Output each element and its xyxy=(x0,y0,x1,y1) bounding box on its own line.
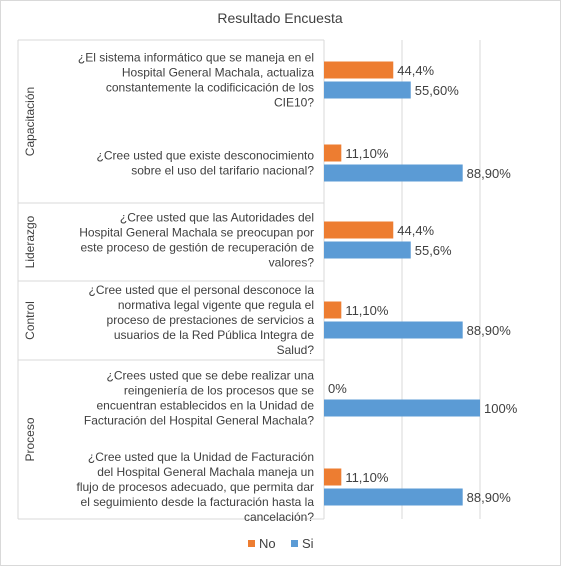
data-label-si-5: 88,90% xyxy=(467,490,512,505)
category-label-4: ¿Crees usted que se debe realizar una rei… xyxy=(84,369,314,428)
legend-swatch-si xyxy=(291,540,298,547)
data-label-no-1: 11,10% xyxy=(345,146,389,161)
category-label-5: ¿Cree usted que la Unidad de Facturación… xyxy=(77,450,315,524)
data-label-no-2: 44,4% xyxy=(397,223,434,238)
legend-label-no: No xyxy=(259,536,276,551)
category-label-line: usuarios de la Red Pública Integra de xyxy=(114,328,314,342)
category-label-line: ¿El sistema informático que se maneja en… xyxy=(78,51,314,65)
data-label-no-4: 0% xyxy=(328,381,347,396)
category-label-line: ¿Cree usted que la Unidad de Facturación xyxy=(88,450,314,464)
category-label-line: ¿Cree usted que existe desconocimiento xyxy=(97,149,315,163)
bar-si-5 xyxy=(324,488,463,506)
category-label-line: ¿Cree usted que las Autoridades del xyxy=(120,211,314,225)
category-label-line: cancelación? xyxy=(244,510,314,524)
group-label-liderazgo: Liderazgo xyxy=(23,215,37,268)
category-label-3: ¿Cree usted que el personal desconoce la… xyxy=(89,283,315,357)
category-label-1: ¿Cree usted que existe desconocimiento so… xyxy=(97,149,315,178)
data-label-no-0: 44,4% xyxy=(397,63,434,78)
category-label-line: valores? xyxy=(269,256,315,270)
category-label-line: del Hospital General Machala maneja un xyxy=(97,465,314,479)
data-label-si-1: 88,90% xyxy=(467,166,512,181)
category-label-2: ¿Cree usted que las Autoridades del Hospi… xyxy=(79,211,314,270)
bar-no-0 xyxy=(324,61,394,79)
legend-label-si: Si xyxy=(302,536,314,551)
category-label-line: reingeniería de los procesos que se xyxy=(124,384,314,398)
bar-no-5 xyxy=(324,468,342,486)
data-label-si-2: 55,6% xyxy=(415,243,452,258)
category-label-0: ¿El sistema informático que se maneja en… xyxy=(78,51,314,110)
data-label-si-4: 100% xyxy=(484,401,518,416)
bar-no-1 xyxy=(324,144,342,162)
bar-si-0 xyxy=(324,81,411,99)
bar-si-2 xyxy=(324,241,411,259)
data-label-si-0: 55,60% xyxy=(415,83,460,98)
category-label-line: constantemente la codificicación de los xyxy=(106,81,314,95)
data-label-no-3: 11,10% xyxy=(345,303,389,318)
category-label-line: encuentran establecidos en la Unidad de xyxy=(97,399,315,413)
group-label-capacitacin: Capacitación xyxy=(23,87,37,156)
bar-si-1 xyxy=(324,164,463,182)
category-label-line: ¿Crees usted que se debe realizar una xyxy=(107,369,315,383)
category-label-line: Salud? xyxy=(277,343,315,357)
category-label-line: proceso de prestaciones de servicios a xyxy=(107,313,315,327)
bar-no-2 xyxy=(324,221,394,239)
category-label-line: el seguimiento desde la facturación hast… xyxy=(81,495,315,509)
category-label-line: Hospital General Machala se preocupan po… xyxy=(79,226,314,240)
category-label-line: Facturación del Hospital General Machala… xyxy=(84,414,314,428)
chart-title: Resultado Encuesta xyxy=(217,10,343,26)
bar-si-4 xyxy=(324,399,480,417)
bar-si-3 xyxy=(324,321,463,339)
group-label-control: Control xyxy=(23,301,37,340)
category-label-line: sobre el uso del tarifario nacional? xyxy=(131,164,314,178)
category-label-line: Hospital General Machala, actualiza xyxy=(122,66,314,80)
category-label-line: flujo de procesos adecuado, que permita … xyxy=(77,480,315,494)
category-label-line: ¿Cree usted que el personal desconoce la xyxy=(89,283,315,297)
data-label-si-3: 88,90% xyxy=(467,323,512,338)
category-label-line: este proceso de gestión de recuperación … xyxy=(81,241,315,255)
group-label-proceso: Proceso xyxy=(23,417,37,461)
data-label-no-5: 11,10% xyxy=(345,470,389,485)
legend-swatch-no xyxy=(248,540,255,547)
category-label-line: CIE10? xyxy=(274,96,314,110)
bar-no-3 xyxy=(324,301,342,319)
category-label-line: normativa legal vigente que regula el xyxy=(118,298,314,312)
